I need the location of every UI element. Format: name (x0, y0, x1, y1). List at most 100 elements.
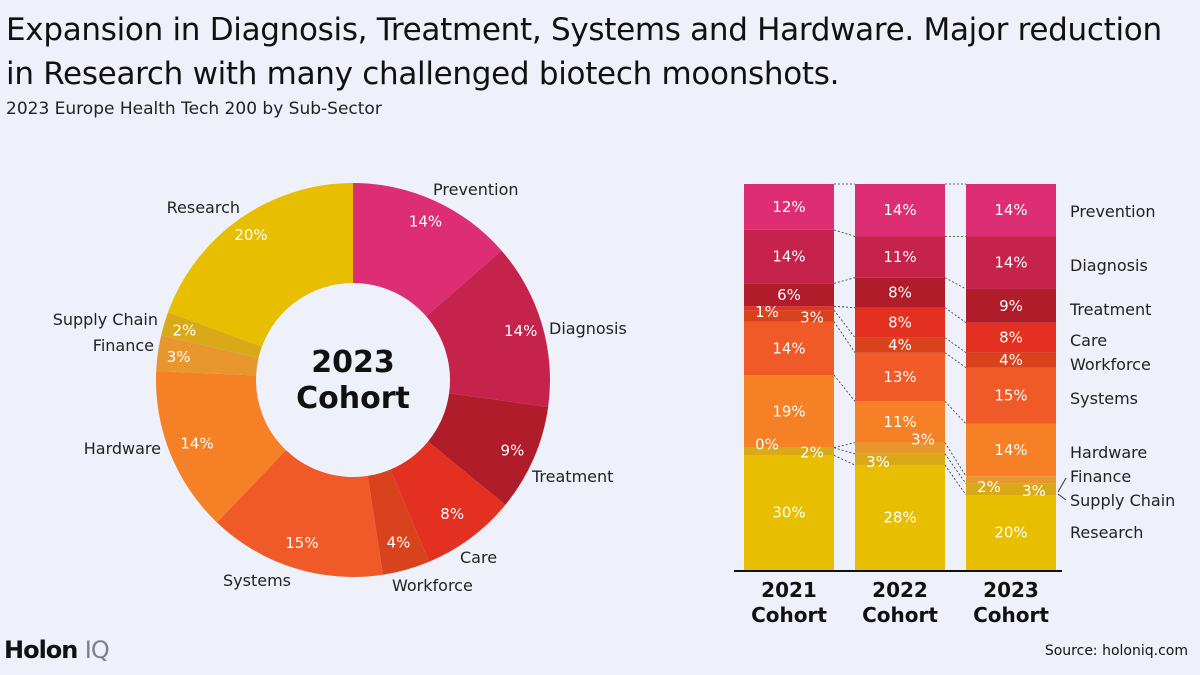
bar-segment-research-2 (855, 465, 945, 570)
connector-supply-chain-2 (944, 453, 967, 485)
bar-value-label-treatment-1: 6% (777, 286, 801, 304)
bar-value-label-systems-2: 13% (883, 368, 916, 386)
bar-segment-hardware-2 (855, 401, 945, 443)
bar-segment-diagnosis-3 (966, 236, 1056, 289)
connector-systems-1 (833, 321, 856, 353)
bar-segment-workforce-1 (744, 310, 834, 322)
donut-category-label-systems: Systems (223, 571, 291, 590)
donut-slice-prevention (353, 183, 502, 317)
donut-category-label-hardware: Hardware (84, 439, 161, 458)
bar-segment-systems-3 (966, 367, 1056, 424)
bar-value-label-care-1: 1% (755, 303, 779, 321)
donut-slice-research (167, 183, 353, 347)
bar-segment-diagnosis-2 (855, 236, 945, 278)
connector-hardware-2 (944, 401, 967, 425)
bar-value-label-care-3: 8% (999, 329, 1023, 347)
legend-label-hardware: Hardware (1070, 443, 1147, 462)
legend-label-care: Care (1070, 331, 1107, 350)
legend-label-research: Research (1070, 523, 1143, 542)
bar-segment-care-2 (855, 307, 945, 338)
donut-slice-systems (216, 450, 383, 577)
bar-value-label-research-2: 28% (883, 509, 916, 527)
bar-value-label-diagnosis-2: 11% (883, 248, 916, 266)
connector-research-2 (944, 464, 967, 496)
connector-systems-2 (944, 352, 967, 368)
bar-value-label-diagnosis-3: 14% (994, 254, 1027, 272)
donut-value-label-hardware: 14% (180, 435, 213, 453)
bar-value-label-diagnosis-1: 14% (772, 248, 805, 266)
donut-slice-workforce (367, 469, 430, 575)
donut-center-label-line2: Cohort (296, 381, 410, 416)
bar-value-label-prevention-3: 14% (994, 201, 1027, 219)
bar-segment-prevention-2 (855, 184, 945, 237)
connector-treatment-1 (833, 277, 856, 284)
chart-title: Expansion in Diagnosis, Treatment, Syste… (6, 12, 1162, 92)
legend-label-treatment: Treatment (1069, 300, 1151, 319)
donut-slice-care (390, 441, 506, 562)
legend-leader-supply-chain (1057, 493, 1067, 501)
bar-segment-systems-2 (855, 352, 945, 402)
legend-label-prevention: Prevention (1070, 202, 1156, 221)
bar-value-label-prevention-1: 12% (772, 198, 805, 216)
donut-category-label-research: Research (167, 198, 240, 217)
bar-segment-treatment-2 (855, 277, 945, 308)
bar-segment-treatment-3 (966, 288, 1056, 323)
legend-label-diagnosis: Diagnosis (1070, 256, 1148, 275)
x-tick-label-2-line2: Cohort (862, 603, 938, 627)
donut-slice-treatment (428, 393, 549, 505)
donut-category-label-workforce: Workforce (392, 576, 473, 595)
donut-category-label-treatment: Treatment (531, 467, 613, 486)
donut-category-label-prevention: Prevention (433, 180, 519, 199)
legend-label-supply-chain: Supply Chain (1070, 491, 1175, 510)
connector-workforce-2 (944, 337, 967, 353)
bar-value-label-workforce-2: 4% (888, 336, 912, 354)
bar-value-label-research-1: 30% (772, 504, 805, 522)
connector-hardware-1 (833, 374, 856, 402)
legend-label-finance: Finance (1070, 467, 1131, 486)
bar-segment-finance-3 (966, 476, 1056, 484)
connector-supply-chain-1 (833, 447, 856, 455)
donut-value-label-diagnosis: 14% (504, 322, 537, 340)
bar-segment-prevention-3 (966, 184, 1056, 237)
bar-value-label-supply-chain-3: 3% (1022, 482, 1046, 500)
donut-value-label-treatment: 9% (501, 442, 525, 460)
bar-value-label-finance-2: 3% (911, 431, 935, 449)
bar-value-label-supply-chain-1: 2% (800, 443, 824, 461)
bar-segment-supply-chain-1 (744, 447, 834, 456)
donut-value-label-systems: 15% (285, 534, 318, 552)
bar-segment-supply-chain-2 (855, 453, 945, 466)
donut-slice-finance (156, 335, 259, 376)
logo-secondary: IQ (84, 636, 110, 664)
bar-segment-workforce-3 (966, 352, 1056, 368)
stacked-bar-chart: 30%2%0%19%14%3%1%6%14%12%28%3%3%11%13%4%… (734, 183, 1175, 627)
bar-value-label-workforce-3: 4% (999, 351, 1023, 369)
bar-value-label-prevention-2: 14% (883, 201, 916, 219)
connector-finance-1 (833, 442, 856, 449)
donut-slice-hardware (156, 370, 286, 523)
bar-value-label-systems-3: 15% (994, 387, 1027, 405)
logo-primary: Holon (4, 636, 78, 664)
bar-segment-prevention-1 (744, 184, 834, 230)
bar-segment-treatment-1 (744, 283, 834, 307)
legend-leader-finance (1057, 477, 1067, 493)
connector-care-2 (944, 307, 967, 323)
connector-research-1 (833, 454, 856, 466)
donut-center-label-line1: 2023 (311, 345, 395, 380)
connector-finance-2 (944, 442, 967, 477)
bar-segment-supply-chain-3 (966, 483, 1056, 496)
donut-value-label-research: 20% (234, 226, 267, 244)
bar-segment-care-3 (966, 322, 1056, 353)
donut-slice-diagnosis (426, 250, 550, 407)
bar-value-label-treatment-3: 9% (999, 297, 1023, 315)
donut-value-label-prevention: 14% (409, 213, 442, 231)
bar-value-label-finance-1: 0% (755, 436, 779, 454)
donut-category-label-care: Care (460, 548, 497, 567)
connector-workforce-1 (833, 309, 856, 338)
bar-segment-hardware-1 (744, 375, 834, 448)
donut-category-label-supply-chain: Supply Chain (53, 310, 158, 329)
x-tick-label-2-line1: 2022 (872, 578, 928, 602)
donut-value-label-supply-chain: 2% (172, 322, 196, 340)
connector-treatment-2 (944, 277, 967, 290)
bar-value-label-hardware-1: 19% (772, 402, 805, 420)
